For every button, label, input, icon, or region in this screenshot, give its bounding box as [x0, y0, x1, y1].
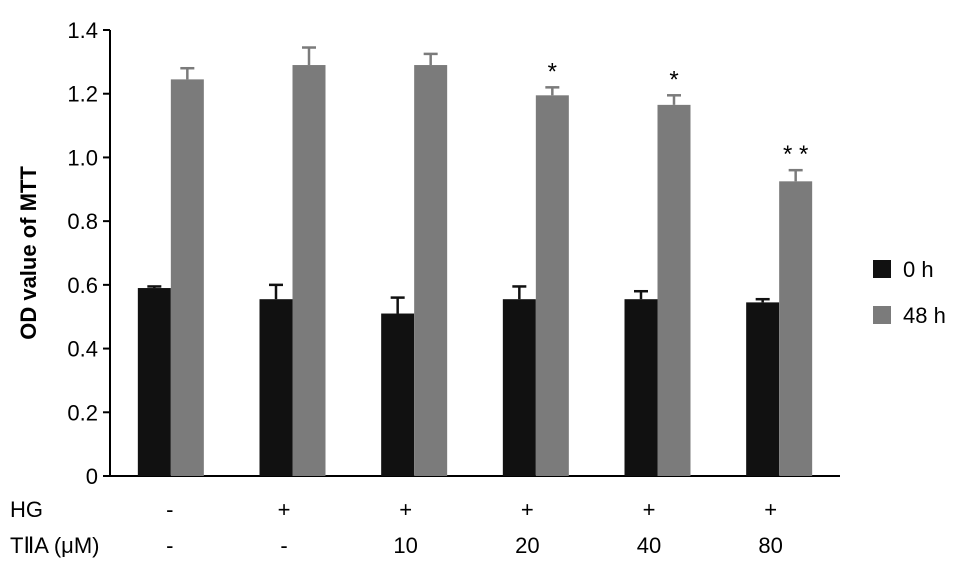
y-axis-title: OD value of MTT: [16, 166, 41, 340]
y-tick-label: 0.2: [67, 400, 98, 425]
significance-marker: *: [548, 58, 557, 85]
tiia-value: 40: [637, 533, 661, 558]
bar-0h-group-5: [624, 299, 658, 476]
significance-marker: *: [669, 66, 678, 93]
y-tick-label: 0: [86, 464, 98, 489]
bar-48h-group-2: [292, 65, 326, 477]
tiia-value: -: [166, 533, 173, 558]
bars: [137, 46, 813, 477]
bar-48h-group-5: [657, 104, 691, 476]
bar-48h-group-4: [535, 95, 569, 477]
legend-label: 0 h: [903, 257, 934, 282]
legend-swatch: [873, 260, 891, 278]
hg-value: -: [166, 497, 173, 522]
y-tick-label: 1.4: [67, 18, 98, 43]
legend-swatch: [873, 306, 891, 324]
legend-label: 48 h: [903, 303, 946, 328]
y-tick-label: 1.2: [67, 82, 98, 107]
bar-0h-group-2: [259, 299, 293, 476]
treatment-rows: HG TⅡA (μM) - - + - +10 +20 +40 +80: [10, 497, 783, 558]
bar-0h-group-1: [137, 288, 171, 476]
tiia-value: 10: [393, 533, 417, 558]
bar-48h-group-3: [414, 65, 448, 477]
hg-value: +: [521, 497, 534, 522]
tiia-row-label: TⅡA (μM): [10, 533, 100, 558]
bar-0h-group-6: [746, 302, 780, 476]
tiia-value: 20: [515, 533, 539, 558]
bar-0h-group-3: [381, 313, 415, 476]
bar-48h-group-6: [779, 181, 813, 477]
hg-row-label: HG: [10, 497, 43, 522]
y-axis: 0 0.2 0.4 0.6 0.8 1.0 1.2 1.4: [67, 18, 840, 489]
tiia-value: 80: [758, 533, 782, 558]
significance-annotations: * * * *: [548, 58, 809, 168]
bar-0h-group-4: [502, 299, 536, 476]
y-tick-label: 0.4: [67, 337, 98, 362]
hg-value: +: [764, 497, 777, 522]
y-tick-label: 1.0: [67, 145, 98, 170]
tiia-value: -: [280, 533, 287, 558]
hg-value: +: [399, 497, 412, 522]
hg-value: +: [643, 497, 656, 522]
legend: 0 h 48 h: [873, 257, 946, 328]
bar-48h-group-1: [170, 79, 204, 476]
y-tick-label: 0.8: [67, 209, 98, 234]
y-tick-label: 0.6: [67, 273, 98, 298]
hg-value: +: [278, 497, 291, 522]
significance-marker: * *: [783, 141, 808, 168]
